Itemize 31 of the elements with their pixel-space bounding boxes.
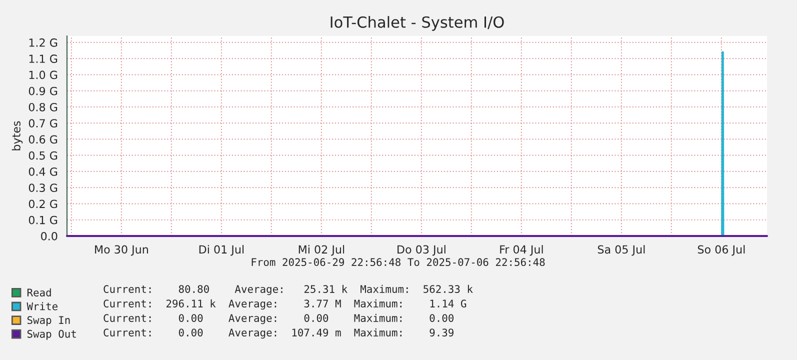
x-tick-label: Mo 30 Jun — [95, 245, 148, 256]
y-tick-label: 0.4 G — [28, 167, 58, 176]
x-tick-label: Mi 02 Jul — [298, 245, 344, 256]
y-tick-label: 0.5 G — [28, 151, 58, 160]
y-tick-label: 1.2 G — [29, 38, 58, 47]
y-tick-label: 0.0 — [41, 232, 58, 240]
y-tick-label: 0.6 G — [28, 135, 58, 144]
y-tick-label: 1.1 G — [29, 54, 58, 63]
text: Current: 80.80 Average: 25.31 k Maximum: 562.33 k — [104, 284, 473, 296]
y-tick-label: 0.9 G — [28, 86, 58, 96]
legend-label: Swap Out — [27, 330, 76, 340]
legend-label: Read — [27, 288, 51, 296]
text: Current: 296.11 k Average: 3.77 M Maximum: 1.14 G — [104, 299, 466, 310]
y-tick-label: 0.7 G — [28, 119, 58, 128]
legend-label: Write — [26, 302, 58, 310]
text: Current: 0.00 Average: 107.49 m Maximum: 9.39 — [104, 328, 454, 339]
y-axis-title: bytes — [12, 121, 23, 150]
y-tick-label: 0.8 G — [28, 102, 58, 112]
y-tick-label: 1.0 G — [29, 70, 58, 80]
x-tick-label: Do 03 Jul — [398, 245, 446, 256]
y-tick-label: 0.2 G — [28, 200, 58, 208]
y-tick-label: 0.3 G — [28, 184, 58, 192]
chart-title: IoT-Chalet - System I/O — [330, 16, 504, 31]
y-tick-label: 0.1 G — [28, 216, 58, 224]
legend-label: Swap In — [27, 316, 70, 326]
text: From 2025-06-29 22:56:48 To 2025-07-06 22:56:48 — [252, 258, 545, 266]
x-tick-label: Fr 04 Jul — [500, 245, 543, 256]
x-tick-label: So 06 Jul — [698, 245, 745, 256]
x-tick-label: Di 01 Jul — [199, 245, 244, 256]
text: Current: 0.00 Average: 0.00 Maximum: 0.00 — [104, 314, 454, 324]
x-tick-label: Sa 05 Jul — [598, 245, 645, 256]
